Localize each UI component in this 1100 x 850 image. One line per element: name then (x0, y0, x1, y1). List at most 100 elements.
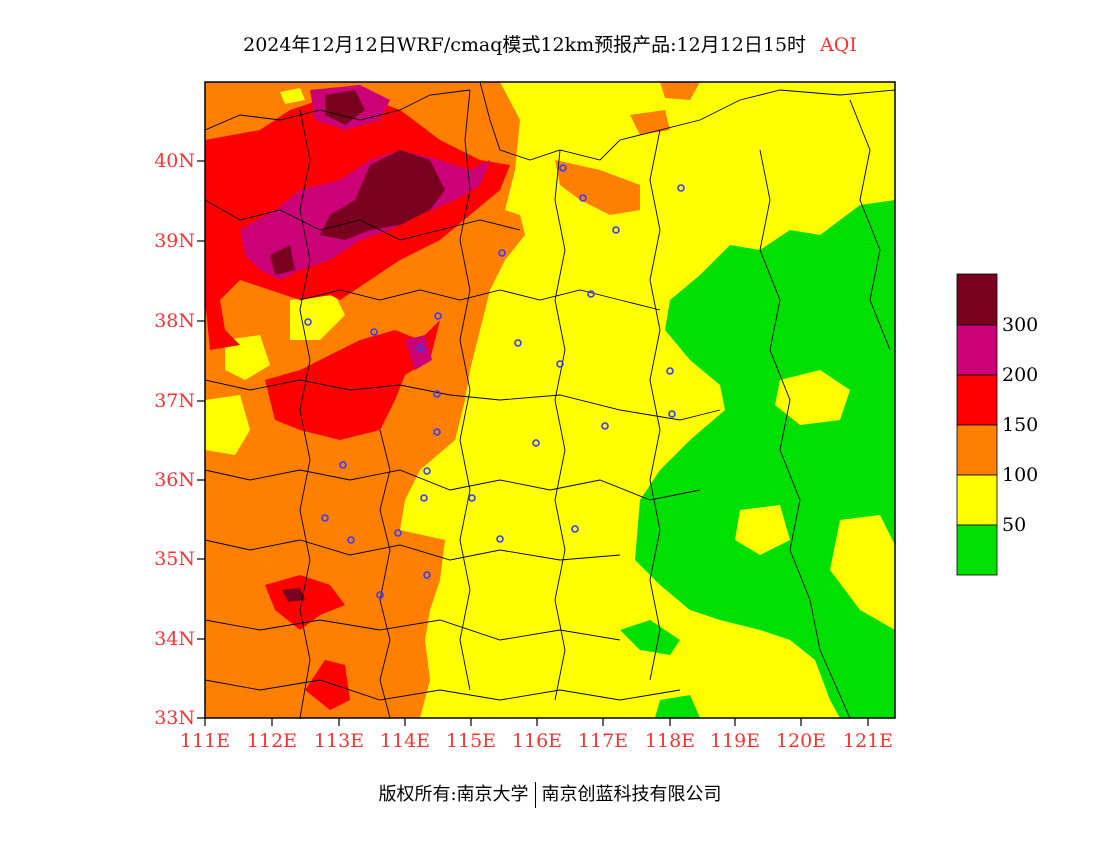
boundary-line (205, 619, 621, 641)
city-marker (496, 535, 504, 543)
legend-label: 50 (1002, 514, 1027, 536)
aqi-patch-west-3 (225, 335, 270, 380)
aqi-zone-300plus-s (282, 588, 305, 602)
map-frame (204, 81, 896, 719)
x-tick-marks (204, 718, 869, 726)
boundary-line (479, 82, 895, 161)
legend-label: 150 (1002, 414, 1039, 436)
title-variable: AQI (820, 34, 857, 56)
aqi-patch-west-1 (205, 395, 250, 455)
legend-swatch-3 (956, 424, 998, 476)
legend-label: 100 (1002, 464, 1039, 486)
boundary-line (649, 129, 661, 681)
aqi-zone-0-50-sw (655, 695, 700, 718)
aqi-patch-west-4 (280, 88, 305, 104)
city-marker (304, 318, 312, 326)
x-tick-label: 116E (511, 730, 563, 752)
boundary-line (205, 469, 701, 501)
x-tick-label: 114E (379, 730, 431, 752)
city-marker (321, 514, 329, 522)
city-marker (339, 461, 347, 469)
aqi-island-a (775, 370, 850, 425)
city-marker (668, 410, 676, 418)
legend-colorbar (956, 273, 998, 576)
copyright-footer: 版权所有:南京大学 南京创蓝科技有限公司 (0, 780, 1100, 808)
legend-swatch-5 (956, 524, 998, 576)
y-tick-marks (197, 160, 205, 719)
city-marker (571, 525, 579, 533)
boundary-line (379, 429, 391, 718)
city-marker (468, 494, 476, 502)
city-marker (677, 184, 685, 192)
aqi-zone-150-200-s (265, 575, 345, 630)
y-tick-label: 36N (154, 469, 195, 491)
boundary-lines (205, 82, 895, 718)
legend-swatch-0 (956, 273, 998, 326)
copyright-right: 南京创蓝科技有限公司 (541, 784, 722, 805)
x-tick-label: 112E (246, 730, 298, 752)
x-tick-label: 111E (179, 730, 231, 752)
boundary-line (459, 89, 471, 691)
city-marker (423, 467, 431, 475)
city-marker (370, 328, 378, 336)
city-marker (498, 249, 506, 257)
city-marker (433, 428, 441, 436)
city-marker (423, 571, 431, 579)
boundary-line (759, 149, 851, 718)
city-marker (612, 226, 620, 234)
y-tick-label: 35N (154, 548, 195, 570)
boundary-line (554, 149, 566, 701)
aqi-island-c (830, 515, 895, 630)
city-marker (433, 390, 441, 398)
aqi-zone-100-150-nn (630, 110, 670, 135)
city-marker (376, 591, 384, 599)
legend-label: 200 (1002, 364, 1039, 386)
map-title: 2024年12月12日WRF/cmaq模式12km预报产品:12月12日15时 A… (0, 30, 1100, 57)
city-marker (556, 360, 564, 368)
boundary-line (849, 99, 891, 351)
y-tick-label: 33N (154, 707, 195, 729)
aqi-zone-150-200-ss (305, 660, 350, 710)
city-marker (587, 290, 595, 298)
aqi-zone-0-50 (635, 200, 895, 718)
boundary-line (205, 539, 621, 561)
boundary-line (205, 199, 521, 241)
x-tick-label: 120E (775, 730, 827, 752)
x-tick-label: 119E (709, 730, 761, 752)
city-marker (420, 494, 428, 502)
aqi-zone-100-150-n (660, 82, 700, 100)
footer-divider (534, 782, 536, 808)
x-tick-label: 115E (445, 730, 497, 752)
city-marker (347, 536, 355, 544)
city-marker (601, 422, 609, 430)
y-tick-label: 34N (154, 628, 195, 650)
boundary-line (205, 89, 471, 131)
city-marker (579, 194, 587, 202)
copyright-left: 版权所有:南京大学 (378, 784, 529, 805)
city-marker (434, 312, 442, 320)
city-marker (559, 164, 567, 172)
city-marker (394, 529, 402, 537)
aqi-island-b (735, 505, 790, 555)
title-main: 2024年12月12日WRF/cmaq模式12km预报产品:12月12日15时 (243, 34, 807, 56)
aqi-zone-300plus (320, 150, 445, 240)
aqi-zone-300plus-w (270, 245, 295, 275)
city-marker (666, 367, 674, 375)
y-tick-label: 38N (154, 310, 195, 332)
city-marker (514, 339, 522, 347)
city-marker (532, 439, 540, 447)
aqi-zone-100-150-ne (555, 160, 640, 215)
legend-swatch-4 (956, 474, 998, 526)
x-tick-label: 113E (313, 730, 365, 752)
city-marker (416, 344, 424, 352)
legend-swatch-1 (956, 324, 998, 376)
x-tick-label: 118E (644, 730, 696, 752)
boundary-line (205, 679, 681, 701)
y-tick-label: 37N (154, 390, 195, 412)
legend-swatch-2 (956, 374, 998, 426)
boundary-line (299, 109, 311, 718)
y-tick-label: 39N (154, 230, 195, 252)
aqi-zone-300plus-n (325, 90, 365, 125)
boundary-line (205, 379, 721, 421)
x-tick-label: 117E (577, 730, 629, 752)
